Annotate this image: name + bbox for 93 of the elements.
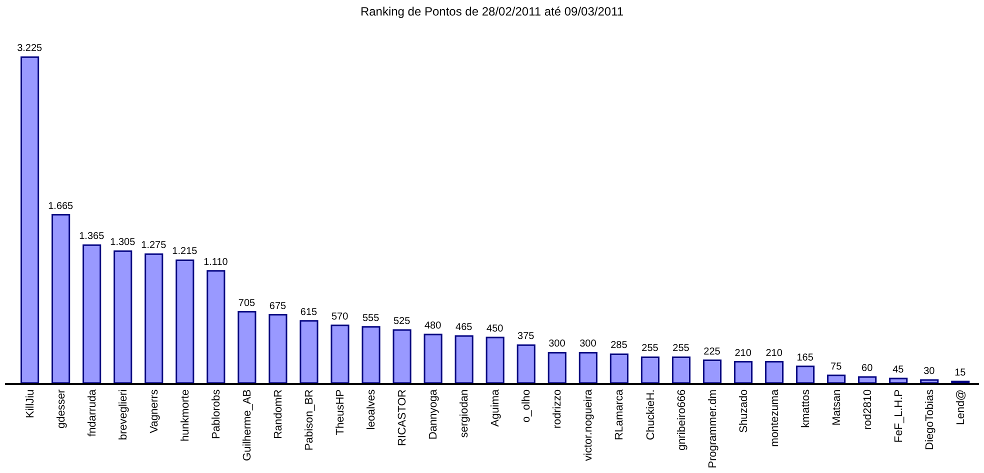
x-tick-label: Guilherme_AB: [242, 389, 254, 461]
bar: [114, 250, 132, 383]
data-label: 285: [610, 340, 628, 352]
x-tick-label: RandomR: [272, 389, 285, 439]
x-tick-label: RICASTOR: [396, 389, 409, 446]
bar: [238, 311, 256, 383]
bar: [362, 326, 380, 383]
data-label: 45: [892, 364, 904, 376]
data-label: 570: [331, 311, 349, 322]
x-tick-label: fndarruda: [86, 388, 98, 436]
bar: [144, 253, 164, 383]
data-label: 615: [300, 306, 318, 318]
bar: [82, 244, 102, 383]
bar: [578, 352, 598, 383]
bar: [610, 353, 628, 383]
data-label: 1.365: [79, 231, 105, 242]
data-label: 75: [830, 361, 842, 372]
x-tick-label: Pablorobs: [210, 388, 223, 439]
x-tick-label: breveglieri: [117, 389, 130, 440]
bar: [330, 324, 350, 383]
x-tick-label: leoalves: [366, 388, 378, 430]
x-tick-label: sergiodan: [458, 389, 471, 438]
data-label: 60: [862, 362, 874, 374]
data-label: 210: [766, 348, 783, 359]
data-label: 300: [580, 338, 597, 350]
x-tick-label: ChuckieH.: [644, 389, 657, 440]
data-label: 1.665: [48, 200, 74, 212]
x-tick-label: Pabison_BR: [304, 389, 316, 451]
x-tick-label: o_olho: [520, 389, 533, 422]
bar: [702, 360, 722, 383]
bar: [827, 374, 846, 383]
data-label: 1.275: [141, 240, 167, 252]
data-label: 3.225: [17, 43, 43, 54]
data-label: 255: [672, 343, 690, 354]
data-label: 255: [642, 343, 659, 354]
data-label: 210: [734, 348, 752, 359]
x-tick-label: victor.nogueira: [582, 388, 595, 461]
x-tick-label: kmattos: [800, 388, 812, 428]
data-label: 165: [796, 352, 814, 364]
bar: [486, 336, 504, 383]
bar: [640, 356, 660, 383]
data-label: 555: [362, 312, 380, 324]
bar: [764, 361, 784, 383]
bar: [52, 214, 70, 383]
bar: [796, 366, 815, 383]
bar: [392, 329, 412, 383]
data-label: 1.305: [110, 237, 136, 248]
bar: [672, 356, 690, 383]
data-label: 450: [486, 324, 504, 335]
data-label: 30: [924, 366, 936, 377]
x-tick-label: TheusHP: [334, 389, 347, 436]
x-tick-label: Matsan: [830, 389, 843, 426]
x-tick-label: Shuzado: [738, 389, 750, 433]
data-label: 480: [424, 320, 442, 332]
data-label: 225: [704, 346, 721, 358]
bar: [268, 314, 288, 383]
x-tick-label: Vagnerrs: [148, 388, 160, 434]
bar: [734, 361, 753, 383]
data-label: 1.110: [204, 256, 228, 268]
x-tick-label: Programmer.dm: [706, 389, 719, 468]
bar: [20, 56, 40, 383]
x-tick-label: Aguima: [490, 388, 502, 427]
bar: [300, 320, 318, 383]
bar: [424, 334, 442, 383]
x-tick-label: RLamarca: [614, 388, 626, 440]
x-tick-label: gnribeiro666: [676, 389, 688, 451]
bar: [920, 379, 939, 383]
bar: [889, 378, 908, 383]
bar: [516, 344, 536, 383]
bar: [176, 259, 194, 383]
x-tick-label: DiegoTobias: [924, 388, 936, 450]
data-label: 525: [393, 316, 411, 327]
data-label: 705: [238, 298, 256, 309]
bar: [454, 335, 474, 383]
bar: [206, 270, 226, 383]
x-tick-label: KillJiu: [24, 389, 36, 418]
x-tick-label: Lend@: [954, 389, 967, 426]
x-tick-label: Dannyoga: [428, 388, 440, 440]
data-label: 375: [518, 331, 535, 342]
x-tick-label: rod2810: [862, 389, 874, 430]
bar: [858, 376, 877, 383]
x-tick-label: hunkmorte: [179, 389, 192, 442]
data-label: 1.215: [172, 246, 198, 258]
bar: [548, 352, 566, 383]
x-tick-label: rodrizzo: [552, 389, 564, 429]
x-tick-label: gdesser: [55, 389, 68, 429]
data-label: 300: [548, 338, 566, 350]
chart-title: Ranking de Pontos de 28/02/2011 até 09/03/2011: [360, 4, 624, 18]
data-label: 15: [954, 367, 966, 378]
x-tick-label: montezuma: [768, 388, 781, 447]
data-label: 675: [269, 300, 287, 312]
data-label: 465: [456, 322, 473, 334]
x-tick-label: FeF_L.H.P: [892, 389, 905, 443]
